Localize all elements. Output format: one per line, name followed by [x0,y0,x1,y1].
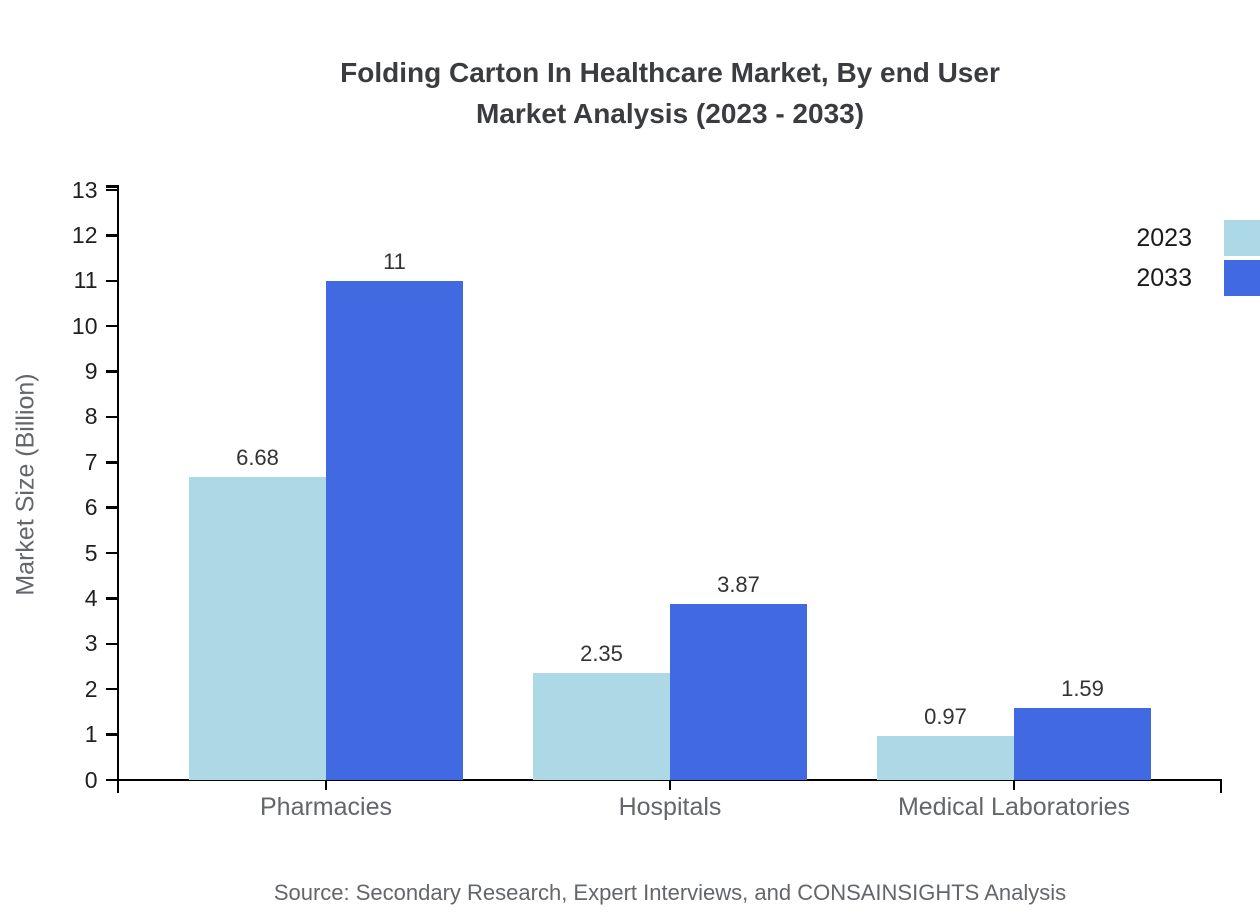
y-tick-label: 11 [73,267,98,294]
x-category-label: Hospitals [618,793,722,821]
chart-title: Folding Carton In Healthcare Market, By … [80,52,1260,134]
y-tick-label: 7 [84,448,98,475]
y-tick-label: 13 [71,176,98,203]
y-tick [105,733,117,736]
y-tick [105,506,117,509]
y-tick-label: 1 [84,721,98,748]
x-axis-right-cap [1219,778,1222,793]
y-tick [105,551,117,555]
y-tick-label: 9 [84,358,98,385]
legend-label-2023: 2023 [1136,224,1192,252]
y-tick [105,778,117,782]
y-tick [105,279,117,283]
y-axis-line [116,185,119,793]
source-attribution: Source: Secondary Research, Expert Inter… [273,880,1067,905]
x-tick [668,780,672,790]
y-tick-label: 3 [84,630,98,657]
y-tick-label: 0 [84,766,98,793]
y-tick [105,324,117,328]
chart-title-line1: Folding Carton In Healthcare Market, By … [340,57,1000,88]
x-tick [1012,780,1016,790]
y-tick-label: 5 [84,539,98,566]
x-tick [324,780,328,790]
bar-2023-medical-laboratories [877,735,1014,780]
y-axis-title: Market Size (Billion) [11,373,40,596]
bar-value-label: 0.97 [924,703,967,729]
bar-value-label: 2.35 [580,641,623,667]
y-tick-label: 6 [84,494,98,521]
x-category-label: Pharmacies [260,793,392,821]
y-tick-label: 8 [84,403,98,430]
y-axis-top-cap [106,185,119,188]
bar-2023-pharmacies [189,476,326,780]
y-tick [105,687,117,691]
bar-2033-hospitals [670,604,807,780]
bar-2033-medical-laboratories [1014,707,1151,780]
y-tick [105,188,117,192]
y-tick [105,461,117,464]
y-tick [105,415,117,419]
y-tick [105,370,117,373]
bar-2023-hospitals [533,673,670,780]
bar-value-label: 3.87 [717,572,760,598]
legend-label-2033: 2033 [1136,264,1192,292]
bar-2033-pharmacies [326,280,463,780]
bar-value-label: 11 [383,248,406,274]
chart-title-line2: Market Analysis (2023 - 2033) [475,98,865,129]
legend-swatch-2023 [1224,220,1260,256]
y-tick [105,234,117,237]
legend-swatch-2033 [1224,260,1260,296]
y-tick [105,597,117,600]
y-tick-label: 10 [71,312,98,339]
x-category-label: Medical Laboratories [897,793,1131,821]
bar-value-label: 1.59 [1061,675,1104,701]
y-tick-label: 12 [71,221,98,248]
y-tick [105,642,117,646]
bar-value-label: 6.68 [236,444,279,470]
y-tick-label: 4 [84,584,98,611]
y-tick-label: 2 [84,675,98,702]
